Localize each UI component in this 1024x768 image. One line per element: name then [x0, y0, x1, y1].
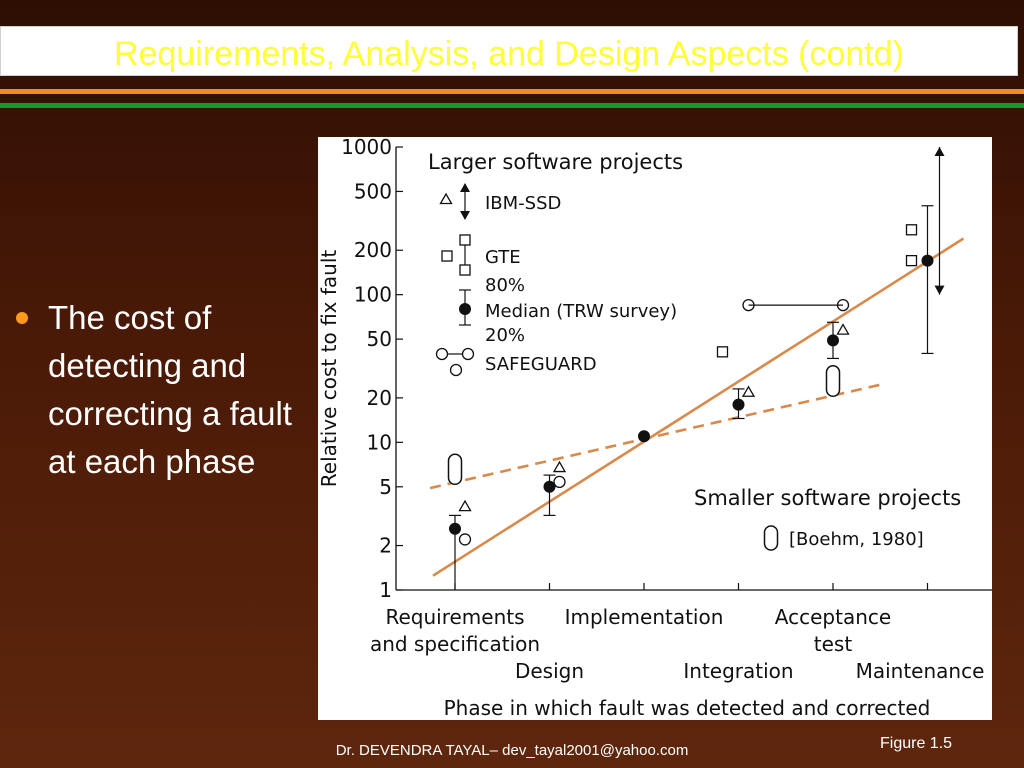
phase-label: and specification — [370, 632, 540, 656]
median-point — [638, 430, 650, 443]
median-point — [449, 522, 461, 535]
legend-arrow-down-icon — [460, 211, 470, 220]
legend-20-label: 20% — [485, 325, 525, 346]
y-tick-label: 500 — [354, 179, 392, 203]
larger-projects-trend-line — [432, 237, 965, 577]
median-point — [543, 480, 556, 493]
legend-arrow-up-icon — [460, 183, 470, 192]
median-point — [921, 254, 934, 267]
phase-label: Acceptance — [775, 605, 891, 629]
ibm-ssd-point — [836, 323, 850, 335]
phase-label: test — [814, 632, 853, 656]
legend-gte-label: GTE — [485, 247, 521, 268]
phase-label: Design — [515, 659, 584, 683]
ibm-ssd-arrow-down-icon — [934, 285, 945, 295]
legend-gte-marker — [459, 264, 471, 276]
gte-point — [905, 254, 918, 267]
phase-label: Integration — [683, 659, 793, 683]
x-axis-title: Phase in which fault was detected and co… — [444, 696, 931, 720]
legend-80-label: 80% — [485, 275, 525, 296]
smaller-projects-range — [447, 453, 463, 486]
legend-median-label: Median (TRW survey) — [485, 301, 677, 322]
figure-label: Figure 1.5 — [880, 735, 953, 752]
legend-ibm-ssd-label: IBM-SSD — [485, 193, 561, 214]
phase-label: Requirements — [385, 605, 524, 629]
y-tick-label: 2 — [379, 534, 392, 558]
ibm-ssd-point — [741, 385, 756, 397]
title-rule-orange — [0, 89, 1024, 94]
y-tick-label: 1000 — [341, 137, 392, 159]
legend-safeguard-marker — [435, 347, 449, 361]
legend-safeguard-label: SAFEGUARD — [485, 354, 597, 375]
y-tick-label: 100 — [354, 283, 392, 307]
gte-point — [905, 224, 918, 236]
legend-boehm-label: [Boehm, 1980] — [789, 529, 924, 550]
title-rule-green — [0, 103, 1024, 108]
median-point — [732, 398, 745, 411]
legend-safeguard-marker — [449, 363, 463, 377]
safeguard-point — [553, 475, 566, 488]
legend-ibm-ssd-marker — [439, 192, 453, 205]
median-point — [827, 334, 839, 347]
legend-gte-marker — [459, 234, 471, 246]
phase-label: Maintenance — [856, 659, 985, 683]
ibm-ssd-arrow-up-icon — [934, 147, 945, 156]
y-tick-label: 1 — [379, 578, 392, 602]
y-tick-label: 10 — [367, 430, 392, 454]
smaller-projects-heading: Smaller software projects — [694, 486, 961, 510]
larger-projects-heading: Larger software projects — [428, 150, 683, 174]
y-tick-label: 200 — [354, 238, 392, 262]
legend-safeguard-marker — [461, 347, 475, 361]
bullet-text: The cost of detecting and correcting a f… — [48, 299, 292, 480]
legend-gte-marker — [441, 250, 453, 262]
smaller-projects-range — [825, 365, 841, 398]
cost-to-fix-chart: Larger software projects IBM-SSD GTE 80% Med… — [318, 137, 992, 720]
y-tick-label: 5 — [379, 475, 392, 499]
y-axis-title: Relative cost to fix fault — [318, 250, 341, 488]
slide-title: Requirements, Analysis, and Design Aspec… — [114, 35, 904, 73]
slide-title-bar: Requirements, Analysis, and Design Aspec… — [0, 26, 1018, 76]
legend-boehm-marker — [763, 525, 779, 551]
legend-median-marker — [459, 303, 471, 315]
y-tick-label: 20 — [367, 386, 392, 410]
ibm-ssd-point — [458, 499, 472, 512]
smaller-projects-trend-line — [429, 382, 886, 490]
footer-credit: Dr. DEVENDRA TAYAL– dev_tayal2001@yahoo.… — [335, 742, 689, 759]
chart-canvas: Larger software projects IBM-SSD GTE 80% Med… — [318, 137, 992, 720]
ibm-ssd-point — [552, 460, 567, 473]
bullet-dot-icon — [16, 312, 28, 324]
gte-point — [716, 346, 729, 358]
phase-label: Implementation — [565, 605, 724, 629]
safeguard-point — [458, 533, 472, 546]
y-tick-label: 50 — [367, 327, 392, 351]
